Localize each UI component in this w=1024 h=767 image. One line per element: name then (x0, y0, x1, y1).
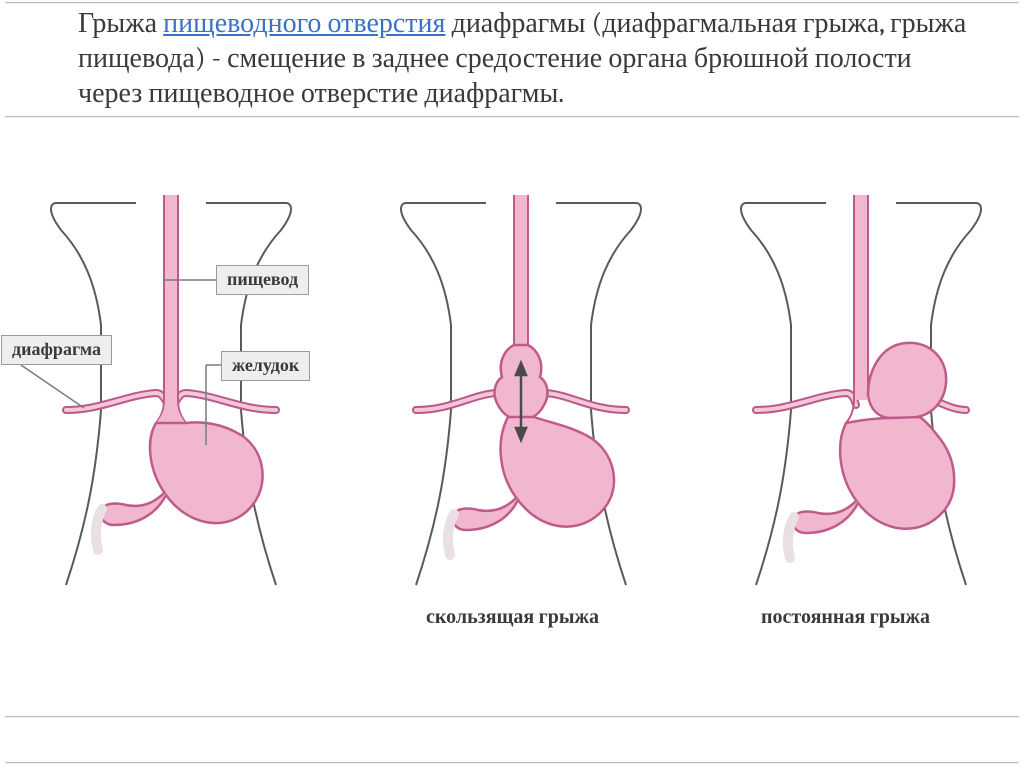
divider-mid (5, 116, 1019, 118)
diagram-fixed (696, 195, 1024, 625)
panel-sliding: скользящая грыжа (356, 195, 686, 625)
link-esophageal-opening[interactable]: пищеводного отверстия (163, 7, 445, 39)
diagram-sliding (356, 195, 686, 625)
caption-sliding: скользящая грыжа (426, 605, 599, 629)
figure-row: пищевод диафрагма желудок (0, 195, 1024, 675)
divider-bottom-2 (5, 762, 1019, 764)
divider-top (5, 2, 1019, 4)
label-diaphragm: диафрагма (1, 335, 112, 365)
text-pre: Грыжа (78, 7, 163, 39)
divider-bottom-1 (5, 716, 1019, 718)
label-stomach: желудок (221, 351, 310, 381)
caption-fixed: постоянная грыжа (761, 605, 930, 629)
description-paragraph: Грыжа пищеводного отверстия диафрагмы (д… (78, 6, 968, 111)
panel-normal: пищевод диафрагма желудок (6, 195, 336, 625)
panel-fixed: постоянная грыжа (696, 195, 1024, 625)
diagram-normal (6, 195, 336, 625)
label-esophagus: пищевод (216, 265, 309, 295)
